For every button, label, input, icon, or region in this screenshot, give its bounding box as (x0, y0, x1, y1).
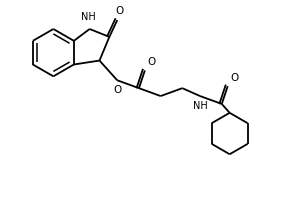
Text: O: O (113, 85, 122, 95)
Text: NH: NH (193, 101, 208, 111)
Text: O: O (148, 57, 156, 67)
Text: NH: NH (81, 12, 96, 22)
Text: O: O (115, 6, 123, 16)
Text: O: O (231, 73, 239, 83)
